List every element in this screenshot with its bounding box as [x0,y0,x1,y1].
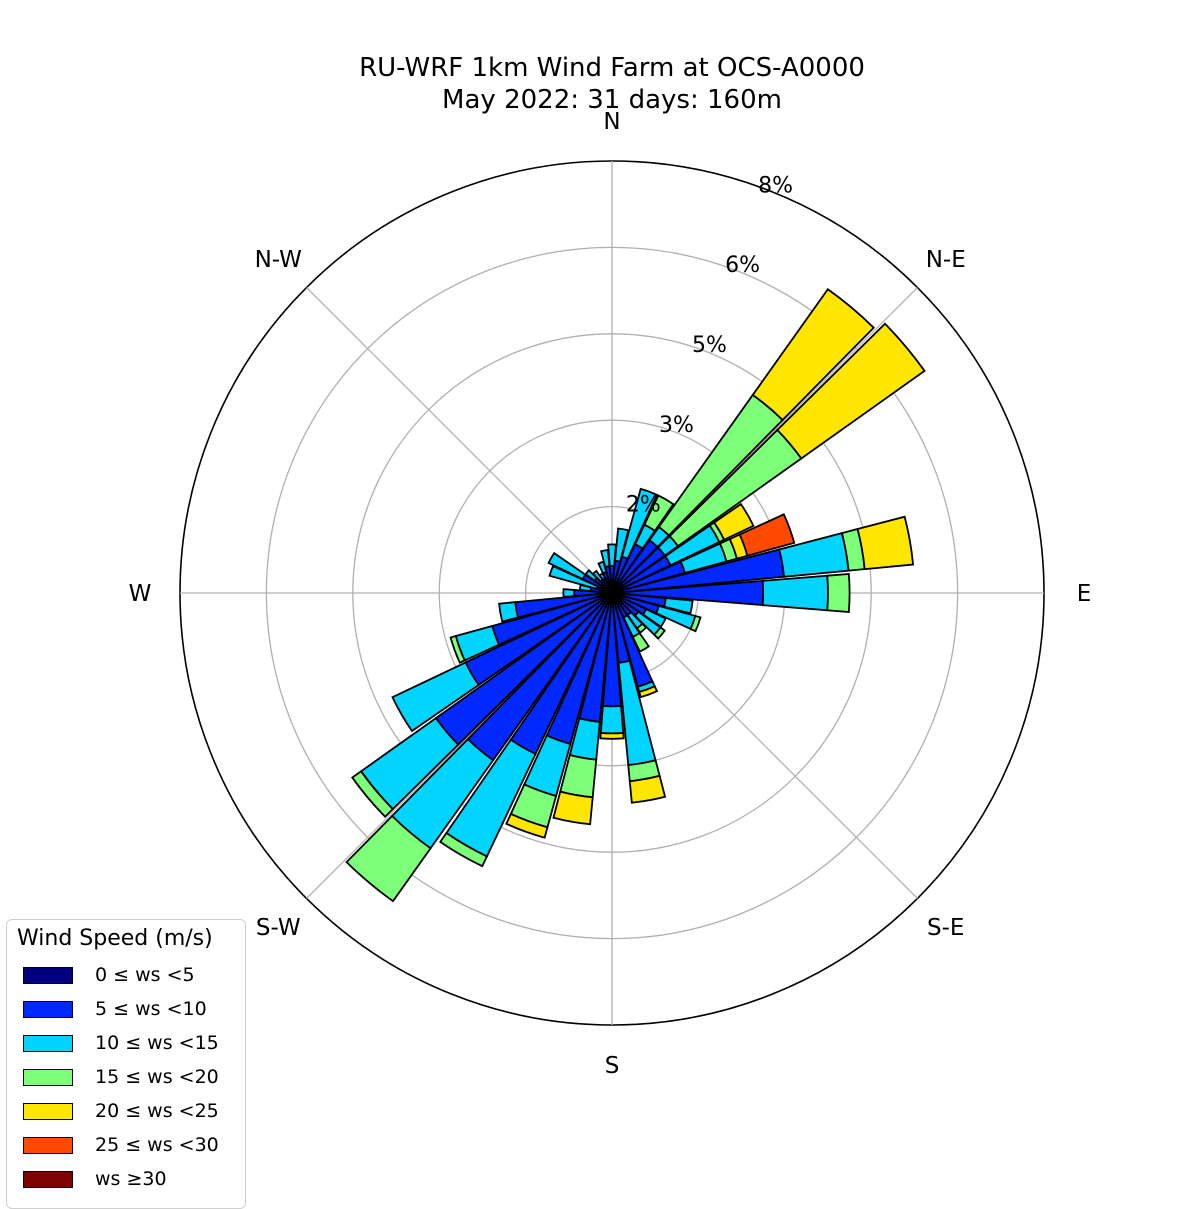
bar-segment-10-15 [761,574,829,612]
bar-segment-15-20 [351,770,395,818]
bar-segment-20-25 [751,288,875,422]
bar-segment-10-15 [498,601,520,623]
bar-segment-10-15 [620,487,659,560]
chart-title: RU-WRF 1km Wind Farm at OCS-A0000 [359,53,865,83]
legend-swatch [23,1035,73,1052]
bar-segment-10-15 [599,705,625,735]
bar-segment-10-15 [391,661,480,733]
sector-80 [611,515,915,594]
legend-swatch [23,967,73,984]
legend-swatch [23,1069,73,1086]
sector-180 [599,592,625,740]
ring-label: 3% [659,413,694,438]
direction-label-N-E: N-E [926,247,966,273]
legend-swatch [23,1171,73,1188]
legend-swatch [23,1137,73,1154]
bar-segment-15-20 [653,626,667,640]
legend-label: 20 ≤ ws <25 [95,1100,219,1122]
bar-segment-20-25 [776,322,926,460]
ring-label: 5% [692,333,727,358]
direction-label-S: S [605,1053,620,1079]
sector-60 [611,502,755,594]
sector-50 [611,322,926,594]
bar-segment-10-15 [663,597,694,615]
sector-70 [611,513,796,594]
ring-label: 6% [725,253,760,278]
bar-segment-20-25 [856,515,915,571]
sector-90 [611,572,851,614]
sector-170 [611,592,667,804]
direction-label-E: E [1077,581,1092,607]
bar-segment-20-25 [552,790,594,826]
legend-swatch [23,1103,73,1120]
legend-title: Wind Speed (m/s) [17,926,213,951]
direction-label-S-W: S-W [256,915,301,941]
bar-segment-20-25 [638,685,659,699]
bar-segment-10-15 [562,588,576,598]
bar-segment-25-30 [738,513,796,557]
bar-segment-20-25 [599,731,625,740]
grid-spoke [611,592,918,899]
bar-segment-15-20 [449,634,466,664]
bar-segment-10-15 [584,568,598,582]
legend-label: 10 ≤ ws <15 [95,1032,219,1054]
sector-210 [439,592,613,868]
legend-label: 15 ≤ ws <20 [95,1066,219,1088]
direction-label-N: N [603,109,620,135]
legend-label: 0 ≤ ws <5 [95,964,195,986]
sector-200 [505,592,613,839]
ring-labels: 2% 3% 5% 6% 8% [626,173,793,517]
direction-label-N-W: N-W [255,247,302,273]
legend-swatch [23,1001,73,1018]
direction-labels: N N-E E S-E S S-W W N-W [129,109,1092,1079]
bar-segment-15-20 [689,614,702,633]
ring-label: 2% [626,493,661,518]
sector-250 [449,592,613,664]
ring-label: 8% [758,173,793,198]
bar-segment-15-20 [345,814,432,903]
bar-segment-15-20 [643,494,675,533]
bar-segment-10-15 [614,527,630,563]
bar-segment-15-20 [826,572,851,614]
legend-label: 25 ≤ ws <30 [95,1134,219,1156]
bar-segment-20-25 [505,812,549,839]
sector-350 [600,549,613,594]
sector-40 [611,288,875,594]
sector-220 [345,592,613,903]
bar-segment-15-20 [439,831,489,868]
direction-label-S-E: S-E [927,915,964,941]
legend: Wind Speed (m/s) 0 ≤ ws <5 5 ≤ ws <10 10 ≤… [6,919,246,1209]
bar-segment-10-15 [548,564,599,590]
direction-label-W: W [129,581,152,607]
bar-segment-10-15 [547,551,587,581]
sector-30 [611,494,675,594]
legend-label: ws ≥30 [95,1168,167,1190]
legend-label: 5 ≤ ws <10 [95,998,207,1020]
bar-segment-20-25 [628,774,667,804]
bar-segment-10-15 [600,549,611,568]
wind-bars [345,288,926,903]
bar-segment-10-15 [591,569,604,583]
sector-190 [552,592,613,826]
bar-segment-20-25 [712,502,755,541]
chart-subtitle: May 2022: 31 days: 160m [442,85,782,115]
bar-segment-15-20 [631,631,651,653]
sector-160 [611,592,659,699]
grid-spoke [306,287,613,594]
